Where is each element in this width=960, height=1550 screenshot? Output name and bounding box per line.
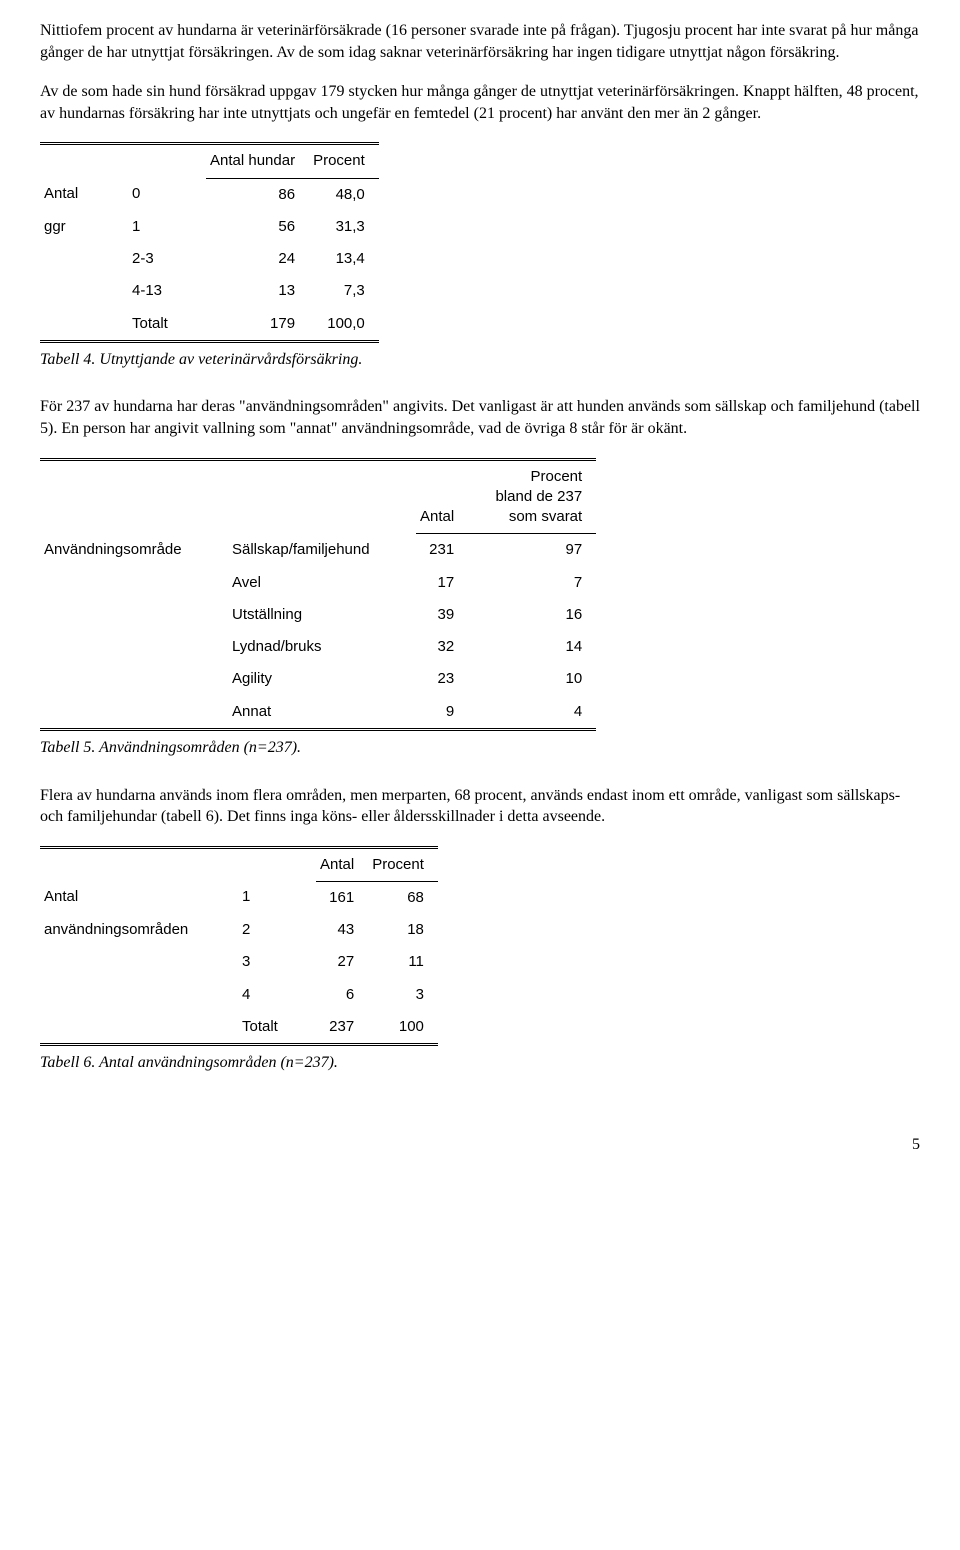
table-row: Totalt 237 100 [40,1011,438,1045]
table-row: Antal 1 161 68 [40,881,438,914]
table-row: Antal 0 86 48,0 [40,178,379,211]
table-caption: Tabell 4. Utnyttjande av veterinärvårdsf… [40,349,920,371]
table-row: ggr 1 56 31,3 [40,211,379,243]
table-caption: Tabell 6. Antal användningsområden (n=23… [40,1052,920,1074]
paragraph: Av de som hade sin hund försäkrad uppgav… [40,81,920,124]
table-row: Avel 17 7 [40,567,596,599]
col-header: Antal hundar [206,144,309,178]
col-header: Procentbland de 237som svarat [468,459,596,534]
table-caption: Tabell 5. Användningsområden (n=237). [40,737,920,759]
table-row: användningsområden 2 43 18 [40,914,438,946]
table-row: 3 27 11 [40,946,438,978]
paragraph: Flera av hundarna används inom flera omr… [40,785,920,828]
table-row: 2-3 24 13,4 [40,243,379,275]
table-row: Totalt 179 100,0 [40,308,379,342]
table-row: 4 6 3 [40,979,438,1011]
paragraph: För 237 av hundarna har deras "användnin… [40,396,920,439]
table-4: Antal hundar Procent Antal 0 86 48,0 ggr… [40,142,379,343]
paragraph: Nittiofem procent av hundarna är veterin… [40,20,920,63]
col-header: Antal [416,459,468,534]
page-number: 5 [40,1134,920,1156]
table-row: Användningsområde Sällskap/familjehund 2… [40,534,596,567]
table-row: Annat 9 4 [40,696,596,730]
table-row: Utställning 39 16 [40,599,596,631]
table-row: Agility 23 10 [40,663,596,695]
col-header: Procent [309,144,379,178]
col-header: Procent [368,847,438,881]
table-row: 4-13 13 7,3 [40,275,379,307]
table-row: Lydnad/bruks 32 14 [40,631,596,663]
table-5: Antal Procentbland de 237som svarat Anvä… [40,458,596,731]
table-6: Antal Procent Antal 1 161 68 användnings… [40,846,438,1047]
col-header: Antal [316,847,368,881]
